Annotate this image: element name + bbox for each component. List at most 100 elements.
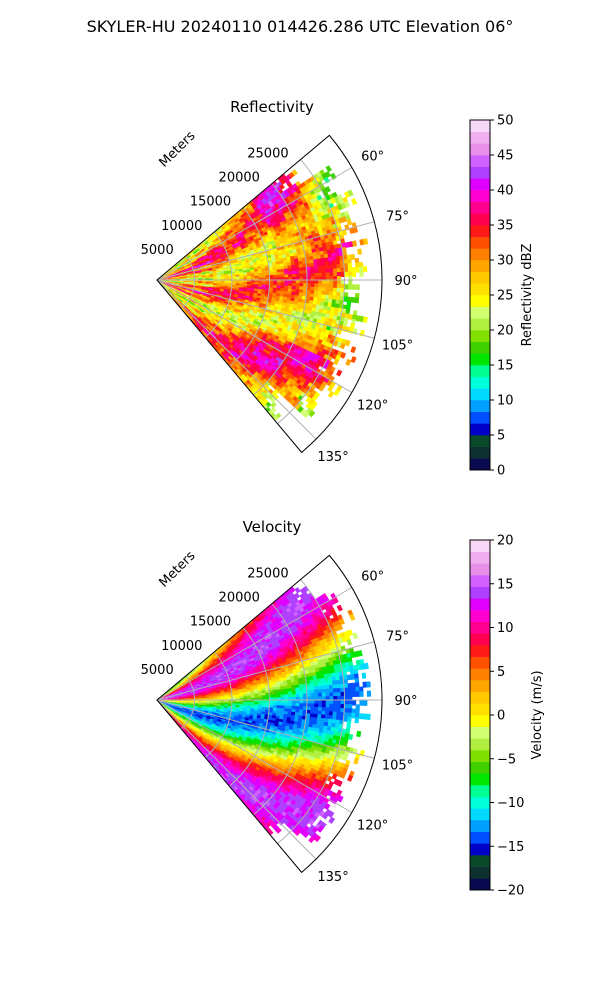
field-cell [225,238,230,243]
field-cell [246,324,252,330]
field-cell [258,273,263,277]
field-cell [218,296,223,300]
field-cell [214,337,220,342]
field-cell [166,286,170,289]
field-cell [199,253,204,257]
field-cell [276,280,282,284]
field-cell [196,266,201,269]
field-cell [230,323,236,328]
field-cell [180,259,185,263]
field-cell [191,248,196,253]
field-cell [179,282,184,284]
field-cell [170,286,175,289]
field-cell [195,292,201,295]
field-cell [193,250,198,255]
field-cell [225,331,230,336]
field-cell [243,280,248,283]
field-cell [173,287,178,291]
field-cell [183,293,188,297]
field-cell [199,316,204,321]
field-cell [193,305,198,310]
field-cell [173,294,178,298]
field-cell [351,284,357,290]
field-cell [174,287,179,290]
field-cell [235,321,241,326]
colorbar-segment [470,446,490,459]
field-cell [195,314,200,319]
field-cell [207,302,213,306]
field-cell [219,252,224,256]
field-cell [198,327,203,332]
field-cell [209,315,214,320]
field-cell [219,303,225,307]
colorbar-segment [470,295,490,307]
field-cell [196,291,201,294]
field-cell [214,313,220,318]
field-cell [174,293,179,297]
field-cell [273,272,278,276]
field-cell [174,293,179,297]
field-cell [250,324,256,329]
field-cell [350,356,357,364]
field-cell [202,244,207,249]
field-cell [236,236,242,241]
field-cell [196,300,201,304]
colorbar-segment [470,271,490,284]
field-cell [214,305,220,310]
field-cell [200,320,205,325]
field-cell [178,299,183,304]
field-cell [171,275,176,277]
field-cell [174,298,179,303]
field-cell [185,268,190,271]
field-cell [246,273,252,277]
field-cell [216,255,221,259]
field-cell [187,293,192,297]
field-cell [170,270,175,274]
field-cell [233,325,239,330]
field-cell [186,285,191,288]
field-cell [232,229,238,234]
field-cell [245,326,251,332]
field-cell [175,297,180,302]
field-cell [270,401,277,409]
field-cell [178,286,183,289]
field-cell [177,287,183,290]
field-cell [185,289,190,292]
field-cell [167,284,172,286]
field-cell [184,291,189,294]
field-cell [200,256,206,260]
field-cell [215,244,221,248]
field-cell [183,281,188,283]
field-cell [219,292,224,296]
field-cell [265,280,270,284]
field-cell [211,237,216,242]
field-cell [191,255,196,259]
field-cell [221,330,226,335]
field-cell [177,289,182,292]
field-cell [188,256,193,261]
field-cell [173,288,178,292]
field-cell [207,245,213,250]
field-cell [211,254,217,258]
field-cell [181,297,185,301]
field-cell [172,267,177,271]
field-cell [222,233,228,239]
field-cell [175,282,180,284]
field-cell [250,273,255,277]
field-cell [223,235,229,240]
field-cell [242,307,247,311]
field-cell [180,265,185,269]
field-cell [198,304,203,308]
field-cell [167,273,172,276]
field-cell [197,305,203,309]
field-cell [239,304,244,308]
field-cell [160,278,165,280]
field-cell [269,272,274,276]
field-cell [243,242,249,247]
field-cell [162,284,167,288]
field-cell [188,267,193,270]
field-cell [162,284,166,288]
field-cell [205,314,210,319]
field-cell [186,283,191,286]
field-cell [229,316,235,321]
